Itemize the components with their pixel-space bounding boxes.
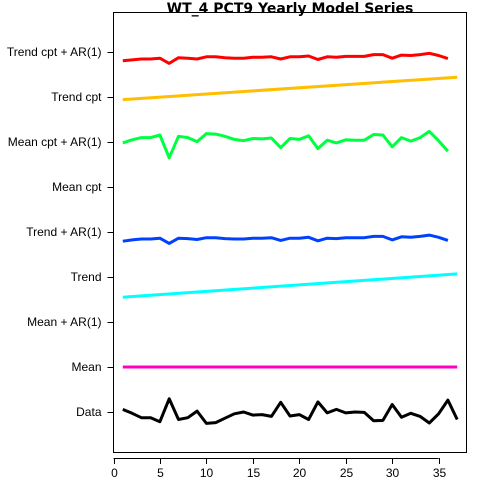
x-tick-label: 25	[340, 466, 354, 480]
plot-frame	[113, 12, 467, 453]
x-tick-label: 30	[386, 466, 400, 480]
row-label: Trend + AR(1)	[26, 225, 101, 239]
row-label: Mean	[71, 360, 101, 374]
x-tick-label: 5	[157, 466, 164, 480]
row-label: Trend cpt	[51, 90, 102, 104]
x-tick-label: 20	[293, 466, 307, 480]
series-line-trend-cpt-ar-1	[122, 51, 449, 65]
series-line-data	[122, 397, 459, 425]
row-label: Data	[76, 405, 102, 419]
x-tick-label: 15	[247, 466, 261, 480]
series-line-trend-ar-1	[122, 233, 449, 245]
row-label: Mean + AR(1)	[27, 315, 101, 329]
row-label: Trend	[71, 270, 102, 284]
row-label: Mean cpt + AR(1)	[8, 135, 102, 149]
series-line-mean-cpt-ar-1	[122, 129, 450, 160]
x-tick-label: 0	[111, 466, 118, 480]
x-tick-label: 35	[433, 466, 447, 480]
series-layer	[122, 51, 459, 425]
chart-title: WT_4 PCT9 Yearly Model Series	[167, 1, 414, 17]
x-axis: 0 5 10 15 20 25 30 35	[111, 458, 446, 480]
row-label: Mean cpt	[52, 180, 102, 194]
series-line-trend	[122, 272, 458, 299]
row-label: Trend cpt + AR(1)	[7, 45, 102, 59]
x-tick-label: 10	[200, 466, 214, 480]
row-labels: Trend cpt + AR(1) Trend cpt Mean cpt + AR(…	[7, 45, 114, 419]
series-line-trend-cpt	[122, 75, 458, 102]
